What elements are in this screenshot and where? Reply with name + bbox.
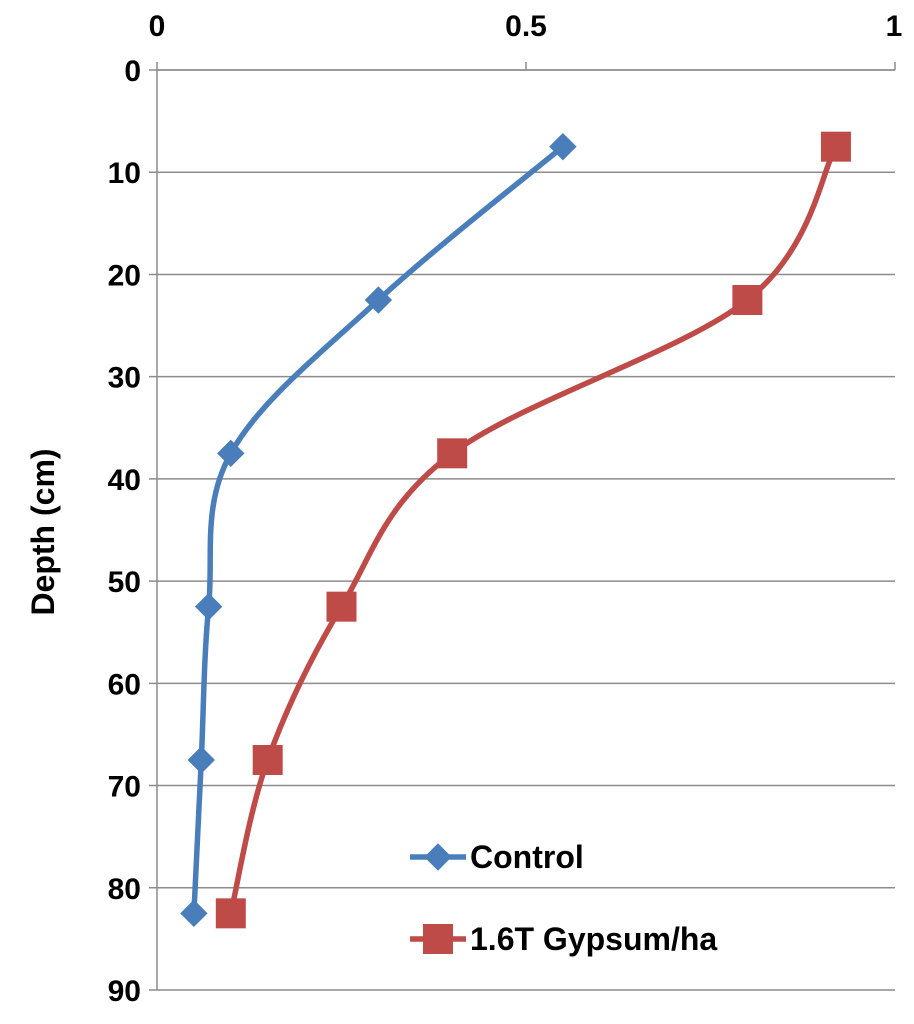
data-point-1-1 xyxy=(732,285,763,315)
y-tick-label: 40 xyxy=(108,464,141,497)
legend-label-0: Control xyxy=(470,839,584,875)
y-tick-label: 90 xyxy=(108,975,141,1008)
x-tick-label: 0.5 xyxy=(505,10,547,43)
y-tick-label: 0 xyxy=(124,55,141,88)
axes xyxy=(156,62,896,990)
y-tick-label: 80 xyxy=(108,873,141,906)
data-point-1-3 xyxy=(326,591,357,622)
gridlines xyxy=(149,69,895,991)
y-tick-label: 50 xyxy=(108,566,141,599)
data-point-0-3 xyxy=(194,592,223,621)
x-tick-label: 1 xyxy=(886,10,903,43)
legend: Control 1.6T Gypsum/ha xyxy=(410,839,717,957)
series-0 xyxy=(180,132,577,928)
data-point-0-1 xyxy=(364,286,393,314)
series-line-0 xyxy=(191,143,566,917)
data-point-1-5 xyxy=(215,898,246,929)
legend-marker-1 xyxy=(423,924,453,954)
data-point-1-2 xyxy=(437,438,468,469)
y-tick-label: 10 xyxy=(108,157,141,190)
y-tick-label: 60 xyxy=(108,668,141,701)
series-1 xyxy=(215,131,851,929)
legend-label-1: 1.6T Gypsum/ha xyxy=(470,921,717,957)
y-tick-label: 20 xyxy=(108,259,141,292)
data-point-0-5 xyxy=(180,899,208,928)
legend-marker-0 xyxy=(424,843,452,871)
y-tick-labels: 0 10 20 30 40 50 60 70 80 90 xyxy=(108,55,141,1008)
y-tick-label: 70 xyxy=(108,771,141,804)
data-point-0-4 xyxy=(187,746,215,774)
series-group xyxy=(180,131,851,929)
data-point-1-0 xyxy=(820,131,851,162)
series-line-1 xyxy=(228,143,839,917)
y-axis-title: Depth (cm) xyxy=(25,448,61,615)
x-tick-label: 0 xyxy=(149,10,166,43)
data-point-0-0 xyxy=(549,132,577,161)
y-tick-label: 30 xyxy=(108,362,141,395)
data-point-1-4 xyxy=(252,745,283,775)
data-point-0-2 xyxy=(217,439,245,468)
x-tick-labels: 0 0.5 1 xyxy=(149,10,903,43)
